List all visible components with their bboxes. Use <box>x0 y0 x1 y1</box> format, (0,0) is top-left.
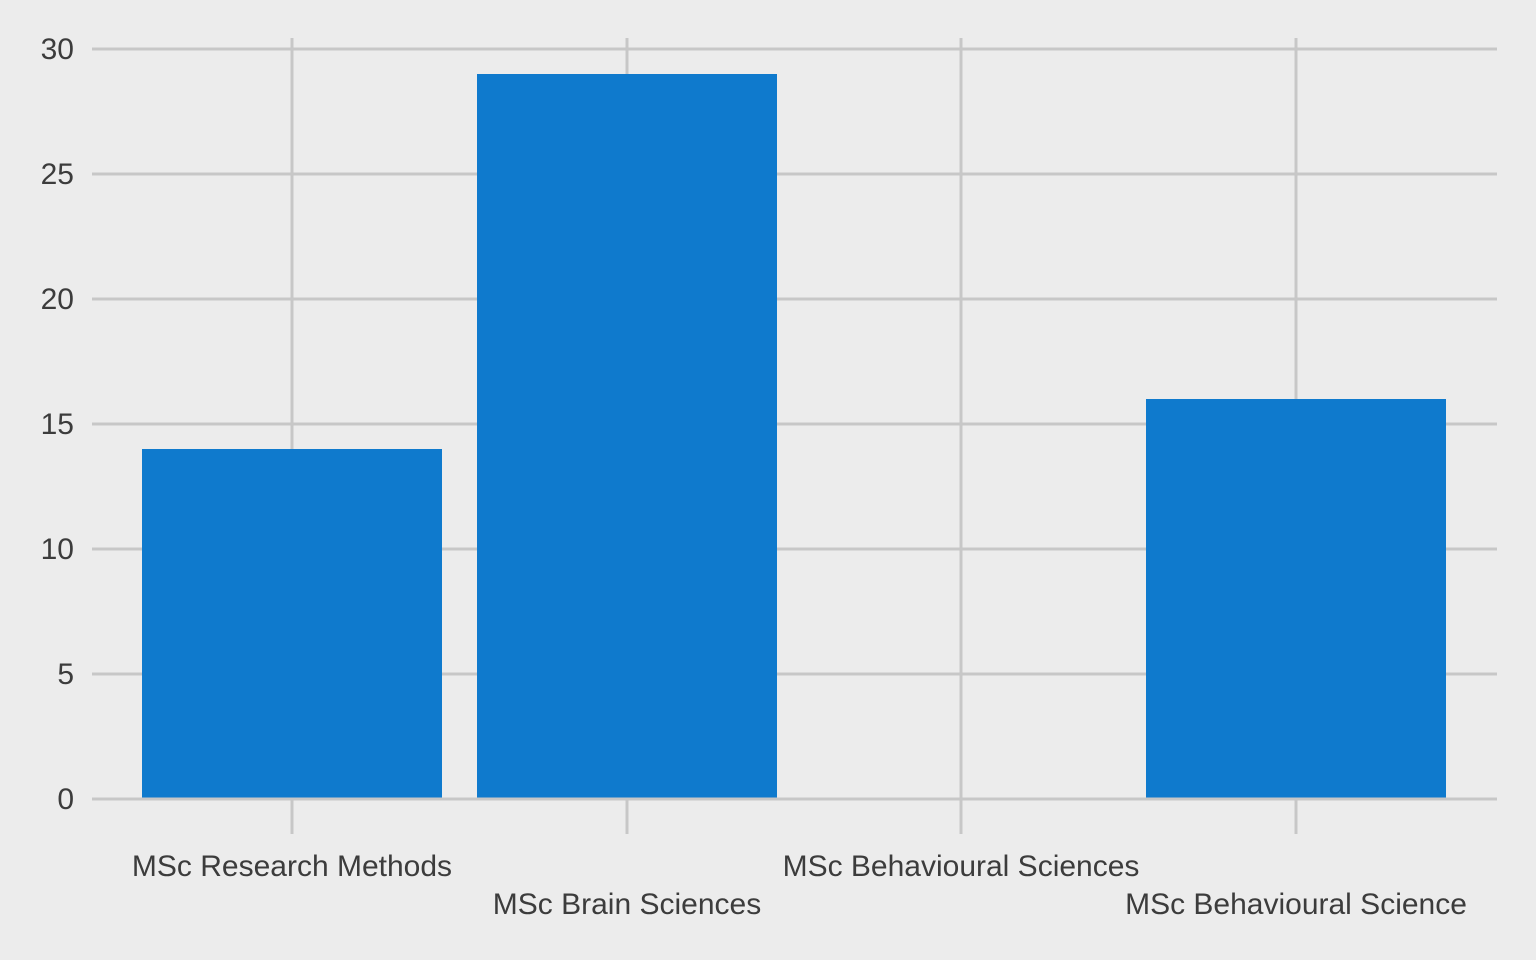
bar <box>1146 399 1446 799</box>
y-tick-label: 15 <box>41 408 74 441</box>
x-tick-label: MSc Behavioural Science <box>1125 888 1467 921</box>
x-tick-label: MSc Research Methods <box>132 850 452 883</box>
bar <box>477 74 777 799</box>
bars <box>142 74 1446 799</box>
y-tick-label: 10 <box>41 533 74 566</box>
x-tick-label: MSc Behavioural Sciences <box>783 850 1140 883</box>
y-axis-tick-labels: 0 5 10 15 20 25 30 <box>41 33 74 816</box>
y-tick-label: 5 <box>57 658 74 691</box>
y-tick-label: 0 <box>57 783 74 816</box>
x-axis-ticks <box>92 797 1497 834</box>
x-axis-category-labels: MSc Research Methods MSc Brain Sciences MS… <box>132 850 1467 921</box>
y-tick-label: 30 <box>41 33 74 66</box>
bar <box>142 449 442 799</box>
y-tick-label: 20 <box>41 283 74 316</box>
y-tick-label: 25 <box>41 158 74 191</box>
x-gridlines <box>290 38 1298 799</box>
x-tick-label: MSc Brain Sciences <box>493 888 761 921</box>
